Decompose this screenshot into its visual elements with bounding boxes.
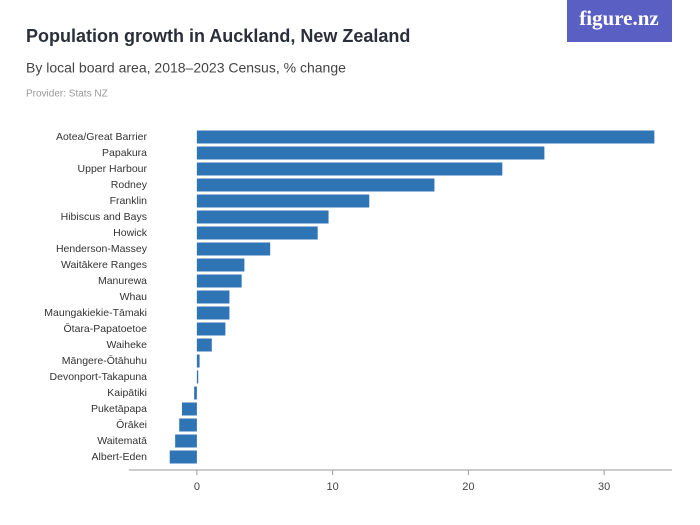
bar [196,226,318,240]
bar [196,274,242,288]
bar [196,354,200,368]
bar [196,178,435,192]
bar [196,130,655,144]
x-tick-label: 30 [598,481,610,493]
bar [196,370,199,384]
bar [196,210,329,224]
bar [196,242,271,256]
category-label: Whau [120,291,148,303]
category-label: Aotea/Great Barrier [56,131,148,143]
category-label: Waiheke [107,339,148,351]
category-label: Māngere-Ōtāhuhu [62,355,147,367]
category-label: Henderson-Massey [56,243,148,255]
logo: figure.nz [579,6,659,30]
chart-subtitle: By local board area, 2018–2023 Census, %… [26,60,346,76]
bar [194,386,197,400]
x-tick-label: 10 [327,481,339,493]
category-label: Ōrākei [116,419,147,431]
bar [196,258,245,272]
category-label: Ōtara-Papatoetoe [64,323,148,335]
category-label: Kaipātiki [107,387,147,399]
category-label: Waitematā [97,435,147,447]
category-label: Puketāpapa [91,403,147,415]
x-tick-label: 20 [462,481,474,493]
chart-title: Population growth in Auckland, New Zeala… [26,26,410,46]
bar [196,290,230,304]
category-label: Franklin [110,195,148,207]
x-tick-label: 0 [194,481,200,493]
bar [169,450,197,464]
provider: Provider: Stats NZ [26,89,108,100]
bar [175,434,197,448]
bar [196,194,370,208]
category-label: Devonport-Takapuna [50,371,148,383]
category-label: Maungakiekie-Tāmaki [44,307,147,319]
category-label: Howick [113,227,148,239]
category-label: Manurewa [98,275,147,287]
category-label: Papakura [102,147,147,159]
category-label: Waitākere Ranges [61,259,147,271]
category-label: Albert-Eden [92,451,148,463]
category-label: Rodney [111,179,148,191]
bar [196,146,545,160]
category-label: Upper Harbour [78,163,148,175]
bar [196,162,503,176]
bar [196,306,230,320]
logo-box [567,0,672,42]
category-label: Hibiscus and Bays [61,211,147,223]
bar [196,322,226,336]
bar [179,418,197,432]
bar [196,338,212,352]
bar [181,402,197,416]
